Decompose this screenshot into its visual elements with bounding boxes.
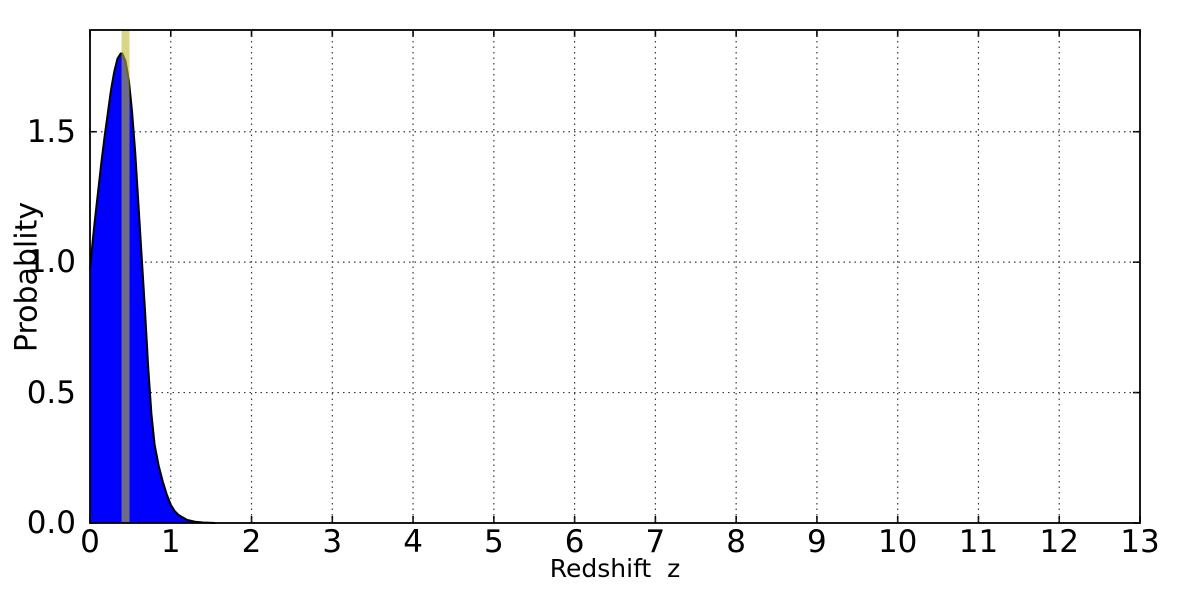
x-tick-label: 13 [1120, 524, 1160, 560]
x-tick-label: 3 [322, 524, 343, 560]
x-tick-label: 0 [80, 524, 100, 560]
x-tick-label: 10 [877, 524, 918, 560]
plot-border [89, 29, 1141, 524]
x-tick-label: 9 [807, 524, 827, 560]
x-tick-label: 2 [241, 524, 262, 560]
x-tick-label: 7 [645, 524, 666, 560]
x-tick-label: 12 [1039, 524, 1079, 560]
y-tick-label: 1.0 [26, 244, 76, 281]
x-tick-label: 1 [160, 524, 181, 560]
pdf-fill [90, 53, 216, 523]
x-tick-label: 11 [958, 524, 999, 560]
y-axis-label: Probablity [9, 201, 45, 353]
best-redshift-marker [121, 30, 130, 523]
y-tick-label: 1.5 [26, 113, 76, 150]
x-tick-label: 8 [726, 524, 746, 560]
x-tick-label: 5 [483, 524, 504, 560]
y-tick-label: 0.0 [26, 505, 76, 541]
x-tick-label: 4 [403, 524, 423, 560]
pdf-outline [89, 52, 216, 524]
y-tick-label: 0.5 [26, 374, 76, 411]
x-tick-label: 6 [564, 524, 585, 560]
x-axis-label: Redshift z [549, 554, 681, 583]
